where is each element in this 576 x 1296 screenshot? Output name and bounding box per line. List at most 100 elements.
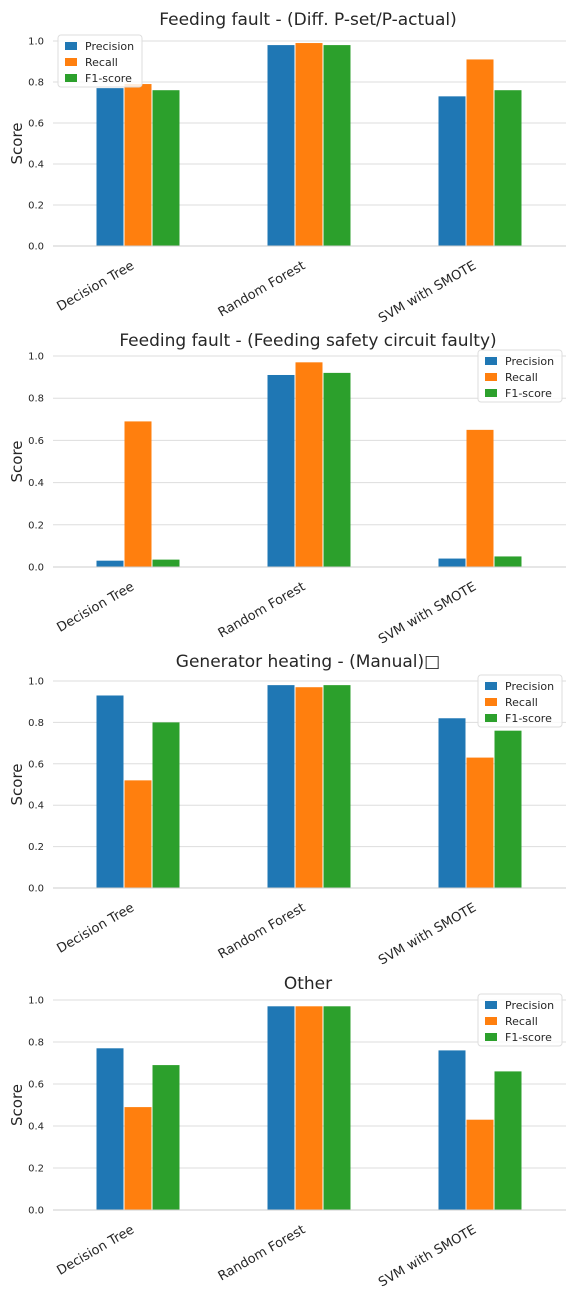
legend-swatch bbox=[485, 373, 497, 381]
subplot-1: Feeding fault - (Diff. P-set/P-actual) Sc… bbox=[8, 10, 566, 326]
bar-f1-score-1 bbox=[152, 1065, 180, 1210]
legend-swatch bbox=[485, 698, 497, 706]
bar-precision-1 bbox=[96, 695, 124, 888]
x-tick-label: Decision Tree bbox=[55, 1222, 137, 1278]
y-axis-label: Score bbox=[8, 122, 26, 164]
legend-swatch bbox=[65, 74, 77, 82]
y-tick-label: 0.0 bbox=[28, 242, 44, 253]
subplot-4: Other Score 0.0 0.2 0.4 0.6 0.8 1.0 Decision Tre… bbox=[8, 974, 566, 1290]
x-tick-label: Random Forest bbox=[216, 258, 308, 320]
legend-swatch bbox=[485, 682, 497, 690]
bar-recall-3 bbox=[466, 1119, 494, 1210]
legend-swatch bbox=[485, 714, 497, 722]
y-tick-label: 0.8 bbox=[28, 1038, 44, 1049]
chart-title: Feeding fault - (Diff. P-set/P-actual) bbox=[159, 10, 456, 30]
legend-label: Recall bbox=[505, 696, 538, 709]
legend-swatch bbox=[485, 1033, 497, 1041]
legend-label: Recall bbox=[85, 56, 118, 69]
legend-label: Recall bbox=[505, 371, 538, 384]
y-tick-label: 0.0 bbox=[28, 563, 44, 574]
y-tick-label: 0.4 bbox=[28, 801, 44, 812]
y-tick-label: 0.4 bbox=[28, 160, 44, 171]
x-tick-label: SVM with SMOTE bbox=[376, 900, 479, 968]
x-tick-label: Random Forest bbox=[216, 900, 308, 962]
bar-recall-2 bbox=[295, 43, 323, 246]
bar-f1-score-2 bbox=[323, 372, 351, 567]
y-tick-label: 0.6 bbox=[28, 436, 44, 447]
y-axis-label: Score bbox=[8, 763, 26, 805]
legend-swatch bbox=[485, 389, 497, 397]
bar-f1-score-3 bbox=[494, 1071, 522, 1210]
y-tick-label: 0.2 bbox=[28, 1164, 44, 1175]
legend: Precision Recall F1-score bbox=[477, 993, 563, 1047]
bar-f1-score-1 bbox=[152, 559, 180, 567]
legend-swatch bbox=[485, 1017, 497, 1025]
bar-recall-2 bbox=[295, 362, 323, 567]
bar-f1-score-3 bbox=[494, 730, 522, 888]
bar-recall-1 bbox=[124, 780, 152, 888]
subplot-3: Generator heating - (Manual)□ Score 0.0 0.2… bbox=[8, 652, 566, 968]
y-tick-label: 0.6 bbox=[28, 759, 44, 770]
bar-precision-2 bbox=[267, 45, 295, 246]
x-tick-label: SVM with SMOTE bbox=[376, 1222, 479, 1290]
bar-precision-2 bbox=[267, 1006, 295, 1210]
y-tick-label: 0.4 bbox=[28, 478, 44, 489]
legend: Precision Recall F1-score bbox=[477, 349, 563, 403]
y-tick-label: 1.0 bbox=[28, 352, 44, 363]
y-axis-label: Score bbox=[8, 1084, 26, 1126]
y-tick-label: 0.8 bbox=[28, 718, 44, 729]
legend-label: Precision bbox=[85, 40, 134, 53]
legend-label: Recall bbox=[505, 1015, 538, 1028]
bar-precision-2 bbox=[267, 374, 295, 567]
bar-f1-score-3 bbox=[494, 556, 522, 567]
legend-label: F1-score bbox=[505, 387, 552, 400]
legend-box bbox=[477, 993, 563, 1047]
bar-f1-score-2 bbox=[323, 685, 351, 888]
bar-f1-score-1 bbox=[152, 722, 180, 888]
bar-precision-3 bbox=[438, 558, 466, 567]
bar-precision-1 bbox=[96, 560, 124, 567]
chart-title: Other bbox=[284, 974, 332, 994]
x-tick-label: Decision Tree bbox=[55, 900, 137, 956]
bar-f1-score-2 bbox=[323, 1006, 351, 1210]
bar-recall-3 bbox=[466, 757, 494, 888]
legend-label: Precision bbox=[505, 999, 554, 1012]
legend-label: F1-score bbox=[505, 712, 552, 725]
subplot-2: Feeding fault - (Feeding safety circuit … bbox=[8, 331, 566, 647]
chart-title: Generator heating - (Manual)□ bbox=[176, 652, 440, 672]
y-tick-label: 0.4 bbox=[28, 1122, 44, 1133]
x-tick-label: Decision Tree bbox=[55, 258, 137, 314]
bar-recall-1 bbox=[124, 84, 152, 246]
legend-box bbox=[57, 34, 143, 88]
x-tick-label: Random Forest bbox=[216, 579, 308, 641]
y-tick-label: 0.2 bbox=[28, 520, 44, 531]
bar-precision-1 bbox=[96, 1048, 124, 1210]
bar-recall-3 bbox=[466, 429, 494, 567]
y-tick-label: 0.0 bbox=[28, 884, 44, 895]
bar-recall-1 bbox=[124, 1107, 152, 1210]
x-tick-label: Decision Tree bbox=[55, 579, 137, 635]
x-tick-label: SVM with SMOTE bbox=[376, 579, 479, 647]
legend-swatch bbox=[65, 42, 77, 50]
bar-recall-1 bbox=[124, 421, 152, 567]
bar-recall-2 bbox=[295, 687, 323, 888]
bar-f1-score-2 bbox=[323, 45, 351, 246]
bar-recall-2 bbox=[295, 1006, 323, 1210]
y-axis-label: Score bbox=[8, 440, 26, 482]
x-tick-label: Random Forest bbox=[216, 1222, 308, 1284]
legend-label: Precision bbox=[505, 355, 554, 368]
y-tick-label: 1.0 bbox=[28, 37, 44, 48]
y-tick-label: 0.6 bbox=[28, 1080, 44, 1091]
bar-precision-2 bbox=[267, 685, 295, 888]
legend-label: Precision bbox=[505, 680, 554, 693]
legend-label: F1-score bbox=[85, 72, 132, 85]
y-tick-label: 0.8 bbox=[28, 78, 44, 89]
y-tick-label: 1.0 bbox=[28, 677, 44, 688]
legend-swatch bbox=[485, 357, 497, 365]
legend-box bbox=[477, 349, 563, 403]
bar-f1-score-1 bbox=[152, 90, 180, 246]
legend-label: F1-score bbox=[505, 1031, 552, 1044]
y-tick-label: 0.2 bbox=[28, 842, 44, 853]
bar-precision-3 bbox=[438, 1050, 466, 1210]
